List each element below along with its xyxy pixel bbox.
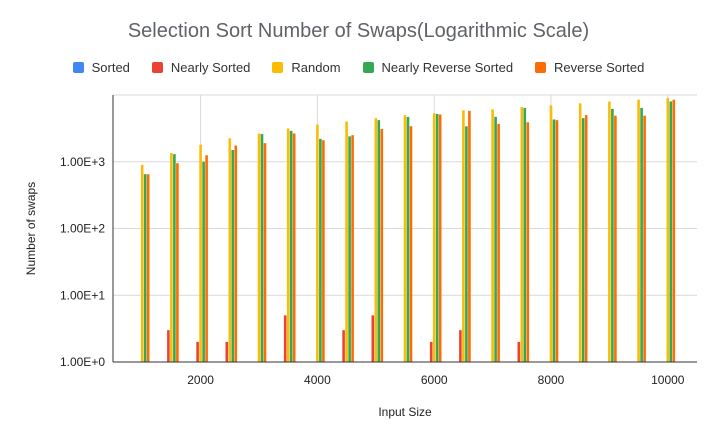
bar-nearly-reverse-sorted	[319, 138, 322, 362]
bar-nearly-sorted	[429, 341, 433, 362]
bar-random	[403, 115, 407, 362]
bar-nearly-reverse-sorted	[640, 107, 643, 362]
bar-nearly-reverse-sorted	[435, 113, 439, 362]
bar-nearly-sorted	[459, 330, 462, 362]
bar-random	[491, 109, 494, 363]
legend-item: Reverse Sorted	[535, 60, 644, 75]
bar-random	[608, 101, 611, 362]
x-tick-label: 6000	[421, 373, 448, 387]
bar-reverse-sorted	[176, 163, 179, 362]
bar-reverse-sorted	[409, 126, 413, 363]
bar-random	[345, 121, 348, 362]
bar-nearly-reverse-sorted	[552, 119, 556, 363]
bar-reverse-sorted	[555, 120, 559, 363]
bar-nearly-sorted	[283, 315, 287, 362]
bar-random	[257, 133, 261, 362]
bar-nearly-reverse-sorted	[581, 118, 585, 362]
legend-item: Nearly Sorted	[151, 60, 251, 75]
bar-nearly-reverse-sorted	[611, 108, 614, 363]
bar-reverse-sorted	[263, 143, 267, 362]
bar-nearly-reverse-sorted	[465, 126, 468, 363]
y-tick-label: 1.00E+1	[60, 288, 105, 302]
bar-nearly-sorted	[196, 341, 199, 362]
bar-reverse-sorted	[205, 155, 208, 362]
bar-random	[578, 103, 582, 362]
bar-reverse-sorted	[322, 140, 325, 362]
bar-random	[170, 153, 173, 362]
bar-random	[520, 107, 524, 362]
y-tick-label: 1.00E+3	[60, 155, 105, 169]
legend: Sorted Nearly Sorted Random Nearly Reverse …	[0, 60, 717, 75]
x-tick-label: 4000	[304, 373, 331, 387]
bar-nearly-reverse-sorted	[523, 107, 527, 362]
legend-item: Nearly Reverse Sorted	[362, 60, 514, 75]
x-axis-title: Input Size	[378, 405, 432, 419]
bar-nearly-reverse-sorted	[173, 154, 176, 362]
bar-reverse-sorted	[584, 115, 588, 362]
y-tick-label: 1.00E+2	[60, 222, 105, 236]
bar-nearly-reverse-sorted	[231, 149, 235, 362]
bar-reverse-sorted	[497, 123, 500, 362]
bar-nearly-sorted	[517, 341, 521, 362]
bar-random	[666, 98, 670, 362]
legend-label: Reverse Sorted	[554, 60, 645, 75]
bar-nearly-reverse-sorted	[494, 116, 497, 362]
bar-reverse-sorted	[438, 114, 442, 363]
legend-swatch	[535, 62, 547, 73]
bar-random	[228, 138, 232, 362]
bar-reverse-sorted	[468, 110, 471, 362]
legend-label: Random	[291, 60, 341, 75]
bar-reverse-sorted	[614, 115, 617, 362]
legend-swatch	[72, 62, 84, 73]
bar-random	[374, 118, 378, 362]
y-tick-label: 1.00E+0	[60, 355, 105, 369]
bar-reverse-sorted	[672, 99, 676, 362]
chart-title: Selection Sort Number of Swaps(Logarithm…	[127, 20, 590, 42]
legend-label: Sorted	[91, 60, 130, 75]
bar-random	[199, 144, 202, 362]
bar-random	[432, 113, 436, 362]
legend-swatch	[151, 62, 163, 73]
bar-nearly-reverse-sorted	[669, 101, 673, 362]
legend-item: Random	[272, 60, 341, 75]
legend-label: Nearly Reverse Sorted	[381, 60, 514, 75]
bar-reverse-sorted	[292, 133, 296, 362]
bar-nearly-reverse-sorted	[289, 130, 293, 362]
bar-nearly-sorted	[225, 341, 229, 362]
bar-reverse-sorted	[643, 115, 646, 362]
bar-nearly-reverse-sorted	[348, 136, 351, 362]
bar-random	[140, 164, 144, 362]
bar-random	[286, 128, 290, 362]
x-tick-label: 10000	[651, 373, 685, 387]
legend-label: Nearly Sorted	[170, 60, 251, 75]
bar-random	[549, 105, 553, 362]
bar-reverse-sorted	[351, 135, 354, 362]
bar-nearly-reverse-sorted	[143, 174, 147, 362]
legend-item: Sorted	[72, 60, 130, 75]
y-axis-title: Number of swaps	[24, 182, 38, 275]
bar-nearly-sorted	[371, 315, 375, 362]
bar-reverse-sorted	[146, 174, 150, 362]
legend-swatch	[362, 62, 374, 73]
bar-nearly-reverse-sorted	[406, 116, 410, 362]
x-tick-label: 2000	[187, 373, 214, 387]
bar-reverse-sorted	[526, 122, 530, 362]
bar-reverse-sorted	[380, 128, 384, 362]
bar-random	[316, 124, 319, 362]
bar-random	[462, 110, 465, 363]
legend-swatch	[272, 62, 284, 73]
bar-random	[637, 99, 640, 362]
bar-nearly-reverse-sorted	[202, 161, 205, 362]
bar-nearly-sorted	[167, 330, 170, 362]
bar-nearly-sorted	[342, 330, 345, 362]
bar-nearly-reverse-sorted	[377, 120, 381, 363]
x-tick-label: 8000	[538, 373, 565, 387]
bar-nearly-reverse-sorted	[260, 134, 264, 362]
bar-reverse-sorted	[234, 145, 238, 362]
